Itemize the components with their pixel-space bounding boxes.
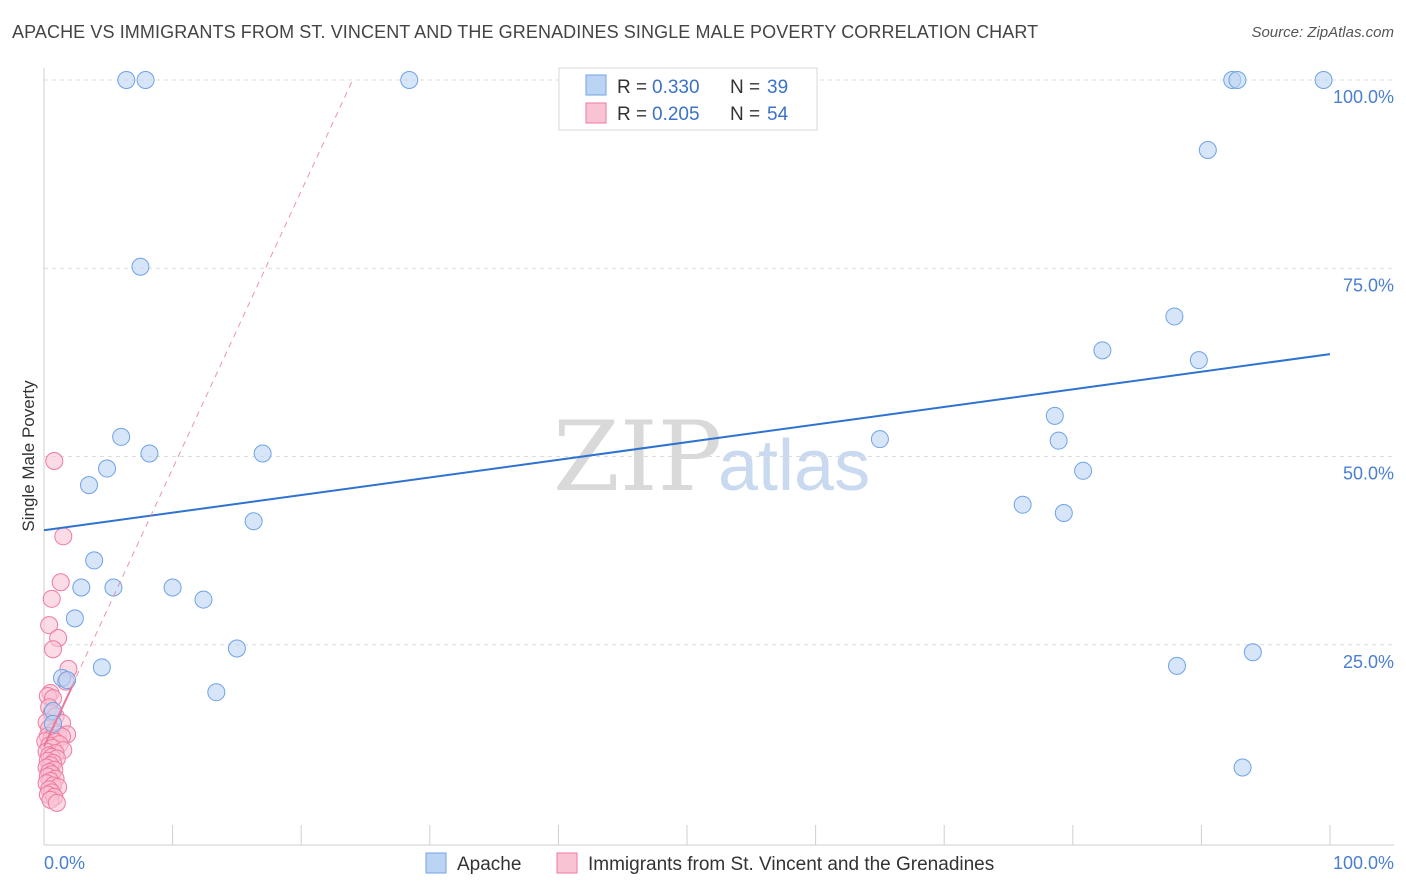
apache-point-0 bbox=[117, 71, 136, 89]
apache-point-20 bbox=[1013, 495, 1032, 514]
stats-swatch-immigrants bbox=[585, 102, 607, 124]
y-tick-label-2: 75.0% bbox=[1343, 275, 1394, 295]
stats-r-value-apache: 0.330 bbox=[652, 77, 700, 98]
apache-point-16 bbox=[1049, 431, 1068, 450]
apache-point-32 bbox=[1243, 643, 1262, 662]
apache-point-10 bbox=[1189, 351, 1208, 370]
apache-point-35 bbox=[58, 671, 77, 690]
stats-r-value-immigrants: 0.205 bbox=[652, 104, 700, 125]
immigrants-point-3 bbox=[42, 589, 61, 608]
y-tick-label-1: 50.0% bbox=[1343, 464, 1394, 484]
apache-point-33 bbox=[207, 683, 226, 702]
apache-point-14 bbox=[870, 430, 889, 449]
immigrants-point-2 bbox=[51, 573, 70, 592]
stats-n-value-apache: 39 bbox=[767, 77, 788, 98]
apache-point-25 bbox=[104, 578, 123, 597]
trend-line-immigrants-dashed bbox=[43, 79, 354, 747]
apache-point-27 bbox=[194, 590, 213, 609]
apache-point-29 bbox=[227, 639, 246, 658]
y-axis-label: Single Male Poverty bbox=[19, 380, 38, 532]
apache-point-19 bbox=[80, 476, 99, 495]
y-tick-labels: 25.0% 50.0% 75.0% 100.0% bbox=[1333, 87, 1394, 672]
apache-point-17 bbox=[1074, 461, 1093, 480]
legend-swatch-immigrants bbox=[556, 852, 578, 874]
stats-n-value-immigrants: 54 bbox=[767, 104, 789, 125]
source-label: Source: ZipAtlas.com bbox=[1251, 24, 1394, 41]
apache-point-6 bbox=[1198, 141, 1217, 160]
apache-point-5 bbox=[1314, 71, 1333, 89]
immigrants-point-0 bbox=[45, 452, 64, 471]
immigrants-point-4 bbox=[40, 616, 59, 635]
stats-r-label-apache: R = bbox=[617, 77, 647, 98]
apache-point-4 bbox=[1228, 71, 1247, 89]
apache-point-18 bbox=[98, 459, 117, 478]
legend-swatch-apache bbox=[425, 852, 447, 874]
apache-point-22 bbox=[244, 512, 263, 531]
x-tick-label-min: 0.0% bbox=[44, 853, 85, 873]
series-immigrants-points bbox=[36, 452, 78, 812]
series-apache-points bbox=[44, 71, 1333, 777]
apache-point-37 bbox=[44, 714, 63, 733]
apache-point-11 bbox=[112, 427, 131, 446]
immigrants-point-53 bbox=[47, 793, 66, 812]
stats-r-label-immigrants: R = bbox=[617, 104, 647, 125]
apache-point-7 bbox=[131, 257, 150, 276]
apache-point-31 bbox=[1167, 656, 1186, 675]
stats-swatch-apache bbox=[585, 74, 607, 96]
immigrants-point-6 bbox=[44, 640, 63, 659]
trend-lines bbox=[43, 79, 1331, 747]
legend: Apache Immigrants from St. Vincent and t… bbox=[425, 852, 994, 875]
apache-point-9 bbox=[1093, 341, 1112, 360]
apache-point-30 bbox=[92, 658, 111, 677]
apache-point-12 bbox=[140, 444, 159, 463]
legend-label-apache: Apache bbox=[457, 854, 521, 875]
trend-line-apache bbox=[43, 353, 1331, 532]
apache-point-38 bbox=[1233, 758, 1252, 777]
apache-point-21 bbox=[1054, 503, 1073, 522]
y-tick-label-0: 25.0% bbox=[1343, 652, 1394, 672]
y-tick-label-3: 100.0% bbox=[1333, 87, 1394, 107]
chart-title: APACHE VS IMMIGRANTS FROM ST. VINCENT AN… bbox=[12, 22, 1039, 42]
stats-n-label-immigrants: N = bbox=[730, 104, 760, 125]
apache-point-26 bbox=[163, 578, 182, 597]
apache-point-8 bbox=[1165, 307, 1184, 326]
apache-point-2 bbox=[400, 71, 419, 89]
apache-point-23 bbox=[85, 551, 104, 570]
x-tick-label-max: 100.0% bbox=[1333, 853, 1394, 873]
legend-label-immigrants: Immigrants from St. Vincent and the Gren… bbox=[588, 854, 994, 875]
watermark-atlas: atlas bbox=[718, 426, 870, 506]
stats-box: R = 0.330 N = 39 R = 0.205 N = 54 bbox=[558, 67, 818, 131]
apache-point-15 bbox=[1045, 406, 1064, 425]
apache-point-24 bbox=[72, 578, 91, 597]
x-ticks bbox=[172, 825, 1331, 845]
trend-line-immigrants-solid bbox=[43, 685, 74, 747]
apache-point-13 bbox=[253, 444, 272, 463]
immigrants-point-1 bbox=[54, 527, 73, 546]
apache-point-1 bbox=[136, 71, 155, 89]
apache-point-28 bbox=[65, 609, 84, 628]
stats-n-label-apache: N = bbox=[730, 77, 760, 98]
